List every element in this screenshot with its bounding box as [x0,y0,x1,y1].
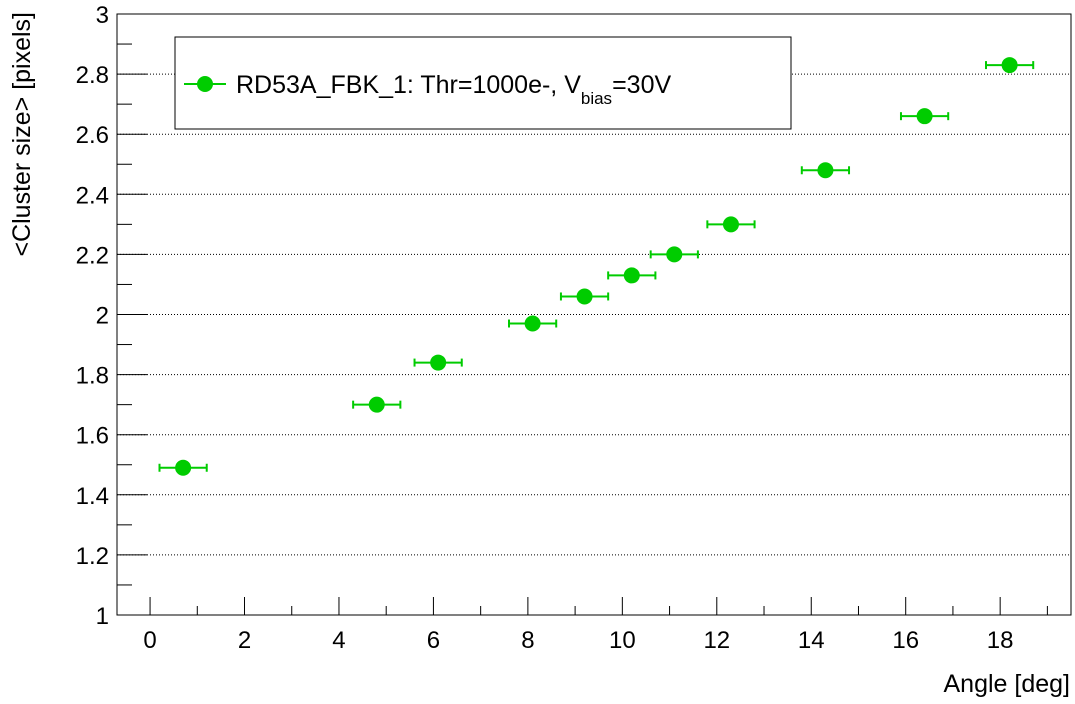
y-tick-label: 2.4 [76,182,109,209]
x-tick-label: 2 [238,627,251,654]
axis-layer: 1 1.2 1.4 1.6 1.8 2 2.2 2.4 2.6 2.8 3 0 2 4 6 8 10 12 14 16… [76,2,1072,654]
legend-label: RD53A_FBK_1: Thr=1000e-, Vbias=30V [236,71,671,108]
legend-marker [197,76,213,92]
y-tick-label: 1 [96,603,109,630]
y-tick-label: 2.8 [76,62,109,89]
grid-layer [117,73,1071,556]
data-point [666,246,683,263]
data-point [916,108,933,125]
data-point [817,162,834,179]
legend-box [174,36,792,130]
x-tick-label: 6 [427,627,440,654]
y-tick-label: 1.4 [76,483,109,510]
data-point [1001,57,1018,74]
y-tick-label: 2.6 [76,122,109,149]
x-tick-label: 14 [798,627,825,654]
data-point [524,315,541,332]
y-tick-label: 2.2 [76,242,109,269]
x-tick-label: 12 [703,627,730,654]
data-point [430,354,447,371]
y-axis-title: <Cluster size> [pixels] [8,12,36,257]
y-tick-label: 1.8 [76,363,109,390]
legend: RD53A_FBK_1: Thr=1000e-, Vbias=30V [174,36,792,130]
data-point [576,288,593,305]
y-tick-label: 3 [96,2,109,29]
x-tick-label: 16 [892,627,919,654]
data-point [175,459,192,476]
data-point [623,267,640,284]
legend-label-main: RD53A_FBK_1: Thr=1000e-, V [236,71,581,99]
y-tick-label: 1.6 [76,423,109,450]
x-tick-label: 18 [987,627,1014,654]
legend-label-tail: =30V [612,71,671,99]
y-tick-label: 2 [96,303,109,330]
x-tick-label: 4 [332,627,345,654]
data-layer [158,57,1035,476]
x-axis-title: Angle [deg] [944,670,1071,698]
y-tick-label: 1.2 [76,543,109,570]
x-tick-label: 0 [143,627,156,654]
x-tick-label: 8 [521,627,534,654]
data-point [368,396,385,413]
data-point [722,216,739,233]
x-tick-label: 10 [609,627,636,654]
legend-label-subscript: bias [581,89,612,108]
